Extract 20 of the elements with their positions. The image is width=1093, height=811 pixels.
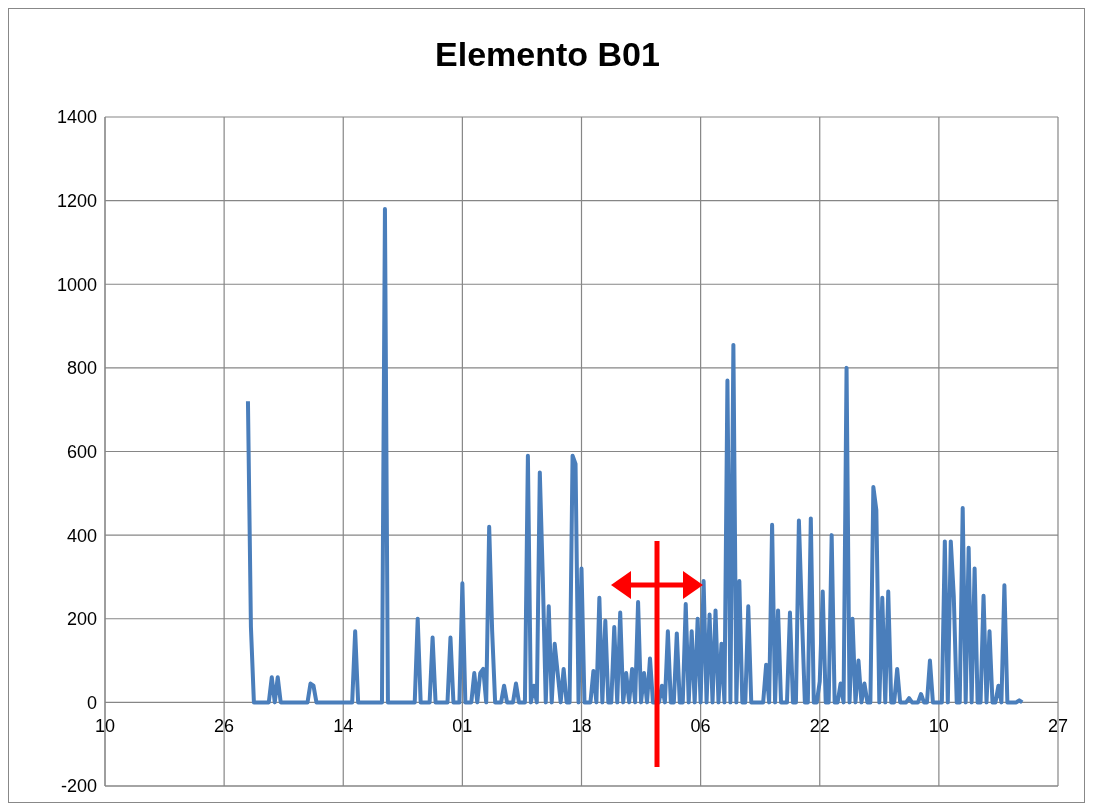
y-tick-label: -200	[60, 776, 97, 797]
y-tick-label: 1400	[56, 107, 97, 128]
y-tick-label: 1000	[56, 274, 97, 295]
x-tick-label: 22	[809, 716, 830, 737]
y-tick-label: 200	[66, 609, 97, 630]
line-series	[245, 206, 1025, 705]
x-tick-label: 06	[690, 716, 711, 737]
y-tick-label: 0	[86, 692, 97, 713]
x-tick-label: 18	[571, 716, 592, 737]
y-tick-label: 400	[66, 525, 97, 546]
x-tick-label: 10	[94, 716, 116, 737]
x-tick-label: 10	[928, 716, 949, 737]
x-tick-label: 14	[333, 716, 354, 737]
x-tick-label: 01	[452, 716, 473, 737]
chart-title: Elemento B01	[434, 35, 661, 74]
x-tick-label: 26	[214, 716, 235, 737]
y-tick-label: 800	[66, 358, 97, 379]
x-tick-label: 27	[1047, 716, 1069, 737]
y-tick-label: 1200	[56, 191, 97, 212]
y-tick-label: 600	[66, 441, 97, 462]
